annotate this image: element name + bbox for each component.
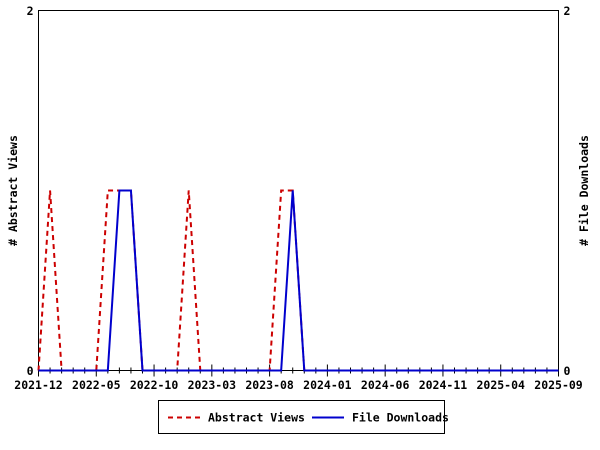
x-tick-label: 2024-06: [361, 378, 410, 392]
x-tick-label: 2022-10: [130, 378, 179, 392]
y-left-tick-label-bottom: 0: [27, 364, 34, 378]
y-axis-label-right: # File Downloads: [577, 135, 591, 246]
file-downloads-line: [38, 189, 559, 372]
x-axis-tick-labels: 2021-12 2022-05 2022-10 2023-03 2023-08 2024-…: [14, 378, 583, 392]
x-tick-label: 2022-05: [72, 378, 121, 392]
x-tick-label: 2025-04: [476, 378, 525, 392]
legend: Abstract Views File Downloads: [158, 400, 449, 434]
x-tick-label: 2021-12: [14, 378, 62, 392]
x-tick-label: 2024-01: [303, 378, 352, 392]
legend-label-abstract-views: Abstract Views: [208, 411, 305, 425]
y-axis-label-left: # Abstract Views: [6, 135, 20, 246]
y-left-tick-label-top: 2: [27, 4, 34, 18]
x-tick-label: 2023-03: [188, 378, 237, 392]
x-tick-label: 2024-11: [419, 378, 468, 392]
x-tick-label: 2023-08: [245, 378, 294, 392]
plot-frame: [38, 10, 559, 371]
y-right-tick-label-bottom: 0: [564, 364, 571, 378]
legend-box: [158, 400, 445, 434]
legend-label-file-downloads: File Downloads: [352, 411, 449, 425]
y-right-tick-label-top: 2: [564, 4, 571, 18]
x-tick-label: 2025-09: [534, 378, 583, 392]
